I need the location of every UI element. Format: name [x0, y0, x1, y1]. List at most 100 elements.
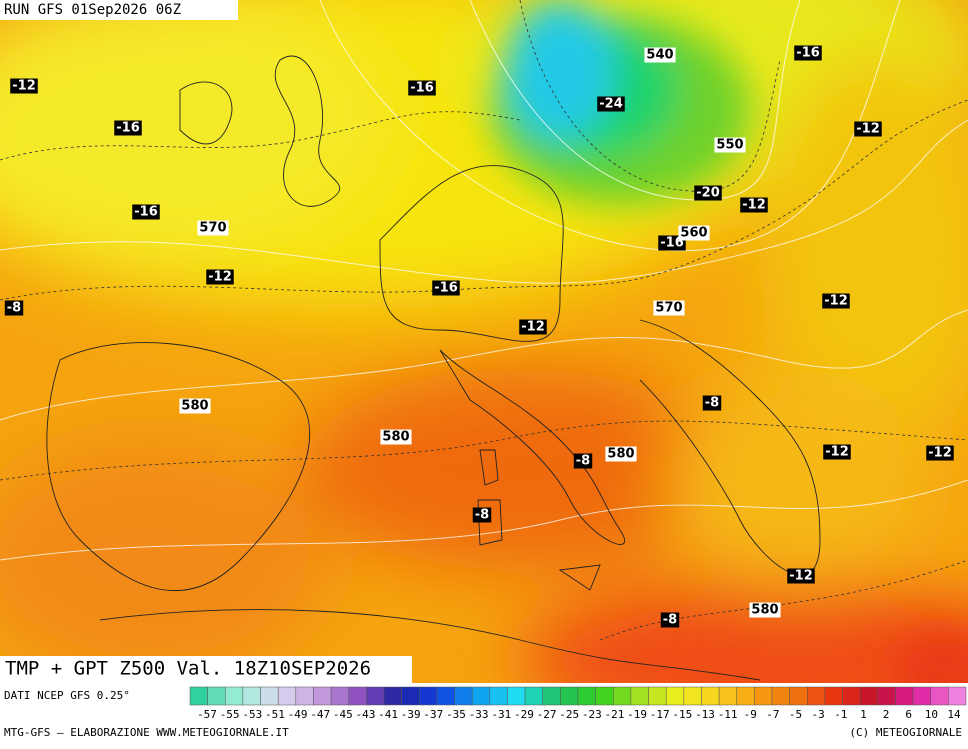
colorbar-swatch: [454, 686, 473, 706]
temperature-label: -16: [434, 281, 458, 296]
colorbar-swatch: [789, 686, 808, 706]
colorbar-label: -7: [766, 708, 779, 721]
colorbar-label: -27: [537, 708, 557, 721]
colorbar-swatch: [330, 686, 349, 706]
colorbar-swatch: [665, 686, 685, 706]
colorbar-label: -45: [333, 708, 353, 721]
temperature-label: -8: [663, 613, 677, 628]
temperature-label: -8: [7, 301, 21, 316]
colorbar-label: -1: [834, 708, 847, 721]
colorbar-swatch: [489, 686, 508, 706]
temperature-label: -12: [824, 294, 848, 309]
temperature-label-box: [10, 78, 38, 94]
temperature-label-box: [794, 45, 822, 61]
colorbar-label: -43: [356, 708, 376, 721]
geopotential-label: 580: [607, 447, 634, 462]
temperature-label-box: [823, 444, 851, 460]
temperature-label: -16: [796, 46, 820, 61]
colorbar-label: -55: [220, 708, 240, 721]
geopotential-label: 560: [680, 226, 707, 241]
geopotential-label-box: [179, 398, 211, 414]
temperature-label-box: [694, 185, 722, 201]
colorbar-swatch: [859, 686, 879, 706]
temperature-label-box: [787, 568, 815, 584]
colorbar-label: -29: [514, 708, 534, 721]
colorbar-swatch: [718, 686, 737, 706]
temperature-label-box: [822, 293, 850, 309]
colorbar-label: -19: [627, 708, 647, 721]
caption-box: [0, 656, 412, 683]
colorbar-swatch: [401, 686, 420, 706]
colorbar-swatch: [277, 686, 297, 706]
colorbar-label: -51: [265, 708, 285, 721]
colorbar-label: -9: [744, 708, 757, 721]
colorbar-label: -47: [310, 708, 330, 721]
colorbar-swatch: [366, 686, 385, 706]
geopotential-label: 540: [646, 48, 673, 63]
colorbar-label: -3: [812, 708, 825, 721]
temperature-label: -8: [475, 508, 489, 523]
temperature-label: -8: [576, 454, 590, 469]
temperature-label-box: [519, 319, 547, 335]
colorbar-label: 2: [883, 708, 890, 721]
temperature-label-box: [854, 121, 882, 137]
colorbar-swatch: [577, 686, 596, 706]
temperature-label: -12: [928, 446, 952, 461]
temperature-label: -16: [660, 236, 684, 251]
colorbar-swatch: [824, 686, 843, 706]
colorbar-label: -41: [378, 708, 398, 721]
colorbar-label: -23: [582, 708, 602, 721]
colorbar-label: 1: [860, 708, 867, 721]
temperature-label-box: [432, 280, 460, 296]
geopotential-label-box: [678, 225, 710, 241]
colorbar-swatch: [436, 686, 455, 706]
temperature-label: -20: [696, 186, 720, 201]
geopotential-label: 550: [716, 138, 743, 153]
colorbar-swatch: [701, 686, 720, 706]
map-labels: -12 -16 -16 -16 -12 -8 -16 -12 -24 -20 -16 -12 -16 -1…: [4, 45, 954, 628]
credit: MTG-GFS — ELABORAZIONE WWW.METEOGIORNALE…: [4, 726, 289, 739]
colorbar-swatch: [295, 686, 314, 706]
temperature-label: -12: [521, 320, 545, 335]
geopotential-label-box: [197, 220, 229, 236]
colorbar-swatch: [613, 686, 632, 706]
colorbar-swatch: [754, 686, 773, 706]
colorbar-swatch: [842, 686, 861, 706]
temperature-label: -12: [856, 122, 880, 137]
copyright: (C) METEOGIORNALE: [849, 726, 962, 739]
temperature-label: -12: [789, 569, 813, 584]
colorbar-label: -53: [242, 708, 262, 721]
geopotential-label: 580: [181, 399, 208, 414]
colorbar-label: -21: [605, 708, 625, 721]
temperature-label: -12: [742, 198, 766, 213]
temperature-label: -12: [825, 445, 849, 460]
temperature-label-box: [573, 453, 593, 469]
colorbar-swatch: [383, 686, 402, 706]
colorbar-label: -37: [423, 708, 443, 721]
colorbar-swatch: [207, 686, 226, 706]
geopotential-label-box: [749, 602, 781, 618]
colorbar-swatch: [807, 686, 826, 706]
colorbar-swatch: [630, 686, 649, 706]
temperature-label-box: [597, 96, 625, 112]
temperature-label-box: [114, 120, 142, 136]
temperature-label-box: [926, 445, 954, 461]
geopotential-label-box: [644, 47, 676, 63]
colorbar-label: -25: [559, 708, 579, 721]
colorbar-label: -13: [695, 708, 715, 721]
colorbar-swatch: [348, 686, 367, 706]
temperature-label-box: [740, 197, 768, 213]
colorbar-label: -49: [288, 708, 308, 721]
temperature-label-box: [206, 269, 234, 285]
colorbar-swatch: [189, 686, 208, 706]
colorbar-swatch: [313, 686, 332, 706]
temperature-label: -12: [12, 79, 36, 94]
colorbar-swatch: [595, 686, 614, 706]
temperature-label-box: [472, 507, 492, 523]
temperature-label: -16: [134, 205, 158, 220]
colorbar-swatch: [948, 686, 967, 706]
map-caption: TMP + GPT Z500 Val. 18Z10SEP2026: [5, 658, 371, 680]
temperature-label-box: [408, 80, 436, 96]
